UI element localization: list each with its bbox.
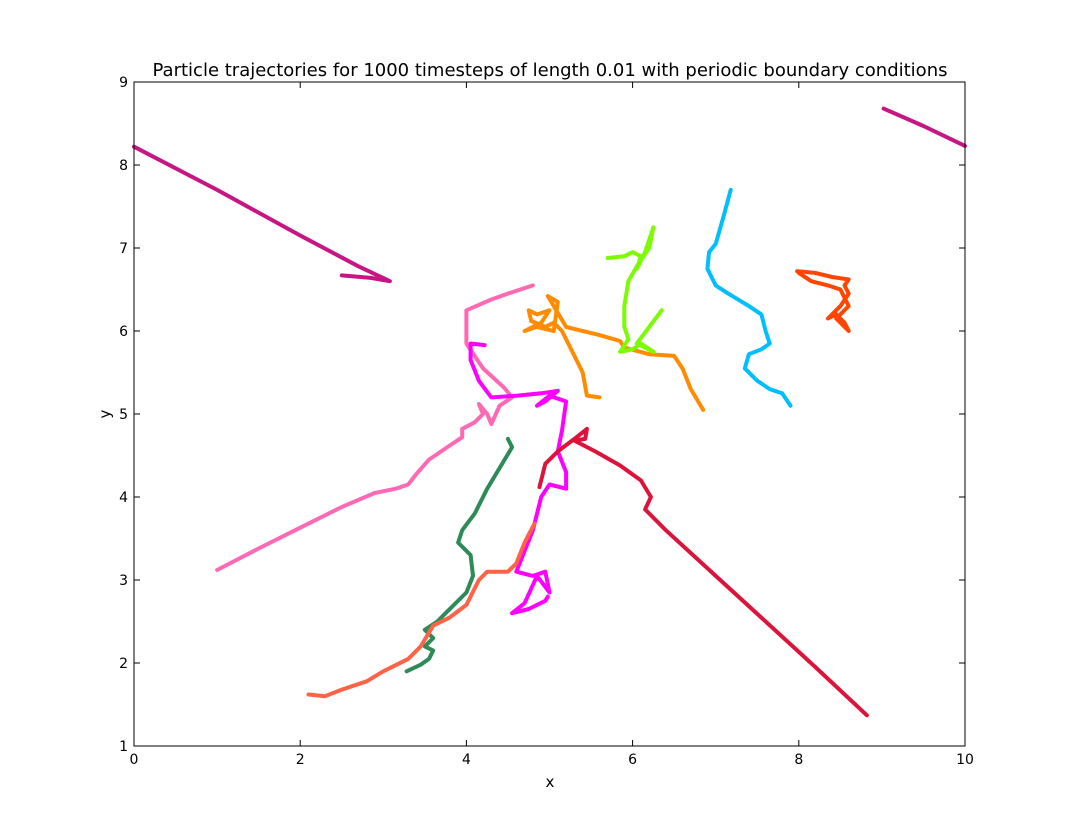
x-tick-label: 4 (462, 752, 471, 768)
trajectory-10 (705, 187, 793, 408)
plot-frame (133, 81, 966, 747)
y-tick-label: 2 (119, 656, 128, 672)
trajectory-5 (537, 426, 869, 718)
trajectory-9 (605, 225, 664, 354)
y-tick-label: 9 (119, 75, 128, 91)
y-tick-label: 6 (119, 324, 128, 340)
y-tick-label: 7 (119, 241, 128, 257)
trajectory-layer (132, 106, 967, 718)
x-tick-label: 8 (794, 752, 803, 768)
x-tick-label: 2 (296, 752, 305, 768)
trajectory-11 (795, 269, 851, 333)
y-axis-label: y (96, 409, 114, 418)
x-tick-label: 10 (956, 752, 974, 768)
x-axis-label: x (546, 773, 555, 791)
y-tick-label: 1 (119, 739, 128, 755)
trajectory-7 (306, 521, 537, 699)
y-axis-ticks: 1 2 3 4 5 6 7 8 9 (119, 75, 965, 755)
trajectory-8 (522, 294, 706, 412)
y-tick-label: 4 (119, 490, 128, 506)
trajectory-2 (881, 106, 967, 148)
x-tick-label: 0 (130, 752, 139, 768)
trajectory-6 (404, 436, 515, 674)
trajectory-4 (468, 341, 569, 616)
x-tick-label: 6 (628, 752, 637, 768)
y-tick-label: 3 (119, 573, 128, 589)
y-tick-label: 8 (119, 158, 128, 174)
y-tick-label: 5 (119, 407, 128, 423)
trajectory-1 (132, 144, 392, 284)
chart-title: Particle trajectories for 1000 timesteps… (153, 60, 948, 81)
